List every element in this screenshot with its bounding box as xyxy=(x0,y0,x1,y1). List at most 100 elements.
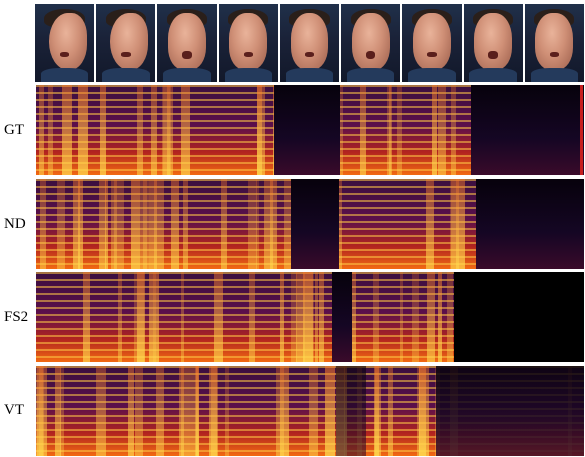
spectrogram-onset-band xyxy=(438,272,442,362)
spectrogram-onset-band xyxy=(78,85,88,175)
spectrogram-onset-band xyxy=(131,179,140,269)
spectrogram-onset-band xyxy=(456,179,465,269)
spectrogram-onset-band xyxy=(325,366,335,456)
spectrogram-onset-band xyxy=(40,179,46,269)
spectrogram-onset-band xyxy=(303,272,313,362)
spectrogram-onset-band xyxy=(190,366,198,456)
spectrogram-onset-band xyxy=(447,272,453,362)
video-frame-6 xyxy=(341,4,401,82)
spectrogram-onset-band xyxy=(451,179,459,269)
spectrogram-onset-band xyxy=(146,179,149,269)
spectrogram-onset-band xyxy=(137,272,145,362)
spectrogram-onset-band xyxy=(284,179,292,269)
spectrogram-onset-band xyxy=(99,179,106,269)
spectrogram-onset-band xyxy=(171,179,179,269)
spectrogram-onset-band xyxy=(37,366,47,456)
spectrogram-nd xyxy=(36,179,584,269)
video-frame-5 xyxy=(279,4,340,82)
spectrogram-onset-band xyxy=(154,179,164,269)
spectrogram-onset-band xyxy=(181,85,190,175)
spectrogram-onset-band xyxy=(309,366,318,456)
spectrogram-onset-band xyxy=(256,179,259,269)
spectrogram-onset-band xyxy=(83,272,90,362)
spectrogram-onset-band xyxy=(389,85,392,175)
spectrogram-onset-band xyxy=(162,85,170,175)
spectrogram-onset-band xyxy=(118,272,122,362)
spectrogram-onset-band xyxy=(280,366,289,456)
spectrogram-onset-band xyxy=(183,179,188,269)
spectrogram-onset-band xyxy=(426,179,434,269)
spectrogram-onset-band xyxy=(195,366,199,456)
spectrogram-onset-band xyxy=(388,366,393,456)
spectrogram-onset-band xyxy=(427,272,435,362)
spectrogram-onset-band xyxy=(270,179,277,269)
spectrogram-onset-band xyxy=(151,85,157,175)
spectrogram-onset-band xyxy=(100,85,106,175)
spectrogram-onset-band xyxy=(305,272,314,362)
spectrogram-onset-band xyxy=(57,179,65,269)
spectrogram-onset-band xyxy=(209,366,217,456)
video-frame-1 xyxy=(35,4,95,82)
spectrogram-onset-band xyxy=(181,272,184,362)
row-label-fs2: FS2 xyxy=(4,309,29,325)
video-frames-strip xyxy=(35,4,584,82)
spectrogram-onset-band xyxy=(373,272,379,362)
video-frame-7 xyxy=(402,4,462,82)
spectrogram-onset-band xyxy=(149,179,157,269)
spectrogram-fs2 xyxy=(36,272,584,362)
spectrogram-onset-band xyxy=(248,179,257,269)
spectrogram-onset-band xyxy=(438,85,446,175)
spectrogram-onset-band xyxy=(137,85,143,175)
spectrogram-onset-band xyxy=(128,366,134,456)
spectrogram-onset-band xyxy=(140,179,146,269)
spectrogram-onset-band xyxy=(432,85,437,175)
spectrogram-vt xyxy=(36,366,584,456)
spectrogram-onset-band xyxy=(135,366,143,456)
spectrogram-onset-band xyxy=(419,366,426,456)
spectrogram-onset-band xyxy=(181,366,190,456)
spectrogram-onset-band xyxy=(156,366,164,456)
spectrogram-onset-band xyxy=(48,85,53,175)
video-frame-3 xyxy=(157,4,217,82)
spectrogram-onset-band xyxy=(214,272,223,362)
spectrogram-onset-band xyxy=(221,179,227,269)
spectrogram-onset-band xyxy=(39,85,44,175)
spectrogram-onset-band xyxy=(111,179,117,269)
spectrogram-onset-band xyxy=(114,179,124,269)
spectrogram-onset-band xyxy=(319,272,324,362)
spectrogram-onset-band xyxy=(105,179,108,269)
spectrogram-onset-band xyxy=(249,272,255,362)
row-label-vt: VT xyxy=(4,402,24,418)
spectrogram-onset-band xyxy=(179,366,184,456)
spectrogram-onset-band xyxy=(412,272,419,362)
video-frame-2 xyxy=(96,4,156,82)
spectrogram-onset-band xyxy=(225,366,229,456)
row-label-gt: GT xyxy=(4,122,24,138)
spectrogram-onset-band xyxy=(39,366,44,456)
video-frame-9 xyxy=(524,4,584,82)
spectrogram-onset-band xyxy=(400,272,403,362)
spectrogram-onset-band xyxy=(417,366,420,456)
spectrogram-onset-band xyxy=(264,179,273,269)
video-frame-8 xyxy=(463,4,523,82)
row-label-nd: ND xyxy=(4,216,26,232)
spectrogram-onset-band xyxy=(257,85,262,175)
spectrogram-onset-band xyxy=(337,85,343,175)
spectrogram-onset-band xyxy=(325,366,335,456)
spectrogram-onset-band xyxy=(55,366,61,456)
spectrogram-onset-band xyxy=(360,85,366,175)
spectrogram-onset-band xyxy=(149,272,159,362)
spectrogram-onset-band xyxy=(60,366,64,456)
spectrogram-onset-band xyxy=(374,366,379,456)
spectrogram-onset-band xyxy=(73,179,80,269)
spectrogram-onset-band xyxy=(143,179,147,269)
spectrogram-onset-band xyxy=(451,85,456,175)
spectrogram-onset-band xyxy=(78,179,83,269)
spectrogram-onset-band xyxy=(397,85,402,175)
spectrogram-onset-band xyxy=(96,366,106,456)
spectrogram-onset-band xyxy=(291,272,297,362)
spectrogram-onset-band xyxy=(167,85,173,175)
spectrogram-onset-band xyxy=(296,272,305,362)
spectrogram-onset-band xyxy=(450,179,456,269)
spectrogram-onset-band xyxy=(62,85,72,175)
